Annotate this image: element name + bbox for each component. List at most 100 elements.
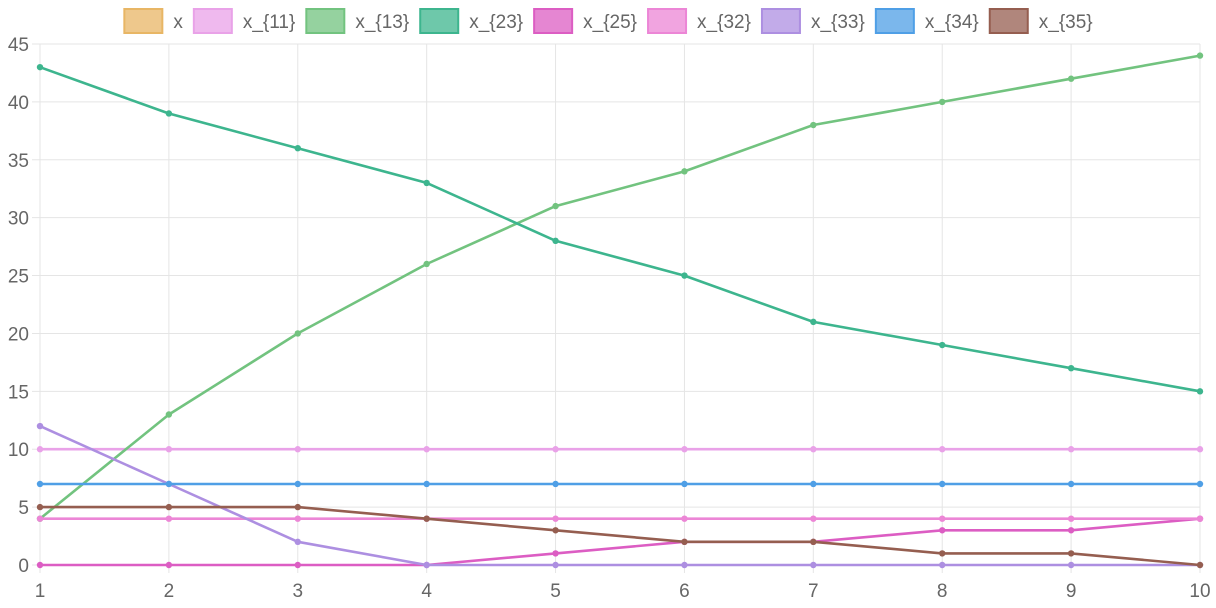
- x-tick-label: 6: [679, 581, 690, 602]
- data-point: [939, 550, 946, 557]
- data-point: [294, 145, 301, 152]
- legend-label: x_{33}: [811, 12, 865, 33]
- data-point: [1196, 52, 1204, 59]
- series-line: [40, 517, 1201, 567]
- legend-label: x_{25}: [583, 12, 637, 33]
- data-point: [36, 561, 44, 569]
- data-point: [1067, 480, 1075, 488]
- legend-label: x_{23}: [469, 12, 523, 33]
- legend-item: x_{34}: [874, 8, 979, 34]
- y-tick-label: 25: [8, 267, 29, 288]
- legend-item: x_{13}: [305, 8, 409, 34]
- data-point: [294, 561, 301, 569]
- data-point: [939, 480, 946, 488]
- data-point: [810, 446, 817, 453]
- series: [36, 52, 1204, 522]
- legend-item: x_{32}: [647, 8, 751, 34]
- series: [36, 480, 1204, 488]
- data-point: [1196, 446, 1204, 453]
- y-tick-label: 5: [18, 498, 29, 519]
- data-point: [552, 237, 559, 245]
- data-point: [165, 561, 173, 569]
- legend-item: x_{23}: [419, 8, 523, 34]
- legend-label: x: [173, 12, 183, 33]
- data-point: [939, 515, 946, 522]
- x-tick-label: 1: [35, 581, 46, 602]
- y-tick-label: 15: [8, 382, 29, 403]
- legend-label: x_{32}: [697, 12, 751, 33]
- series-line: [39, 65, 1201, 393]
- x-tick-label: 3: [292, 581, 303, 602]
- x-tick-label: 10: [1189, 581, 1210, 602]
- y-tick-label: 0: [18, 556, 29, 577]
- data-point: [1196, 388, 1204, 395]
- data-point: [165, 411, 173, 418]
- data-point: [36, 480, 44, 488]
- data-point: [810, 515, 817, 522]
- data-point: [423, 446, 430, 453]
- data-point: [1067, 515, 1075, 522]
- legend-label: x_{13}: [355, 12, 409, 33]
- data-point: [294, 330, 301, 337]
- data-point: [552, 527, 559, 534]
- data-point: [939, 341, 946, 349]
- data-point: [294, 538, 301, 546]
- legend-swatch: [647, 8, 688, 34]
- data-point: [165, 446, 173, 453]
- data-point: [939, 561, 946, 569]
- legend-item: x: [123, 8, 183, 34]
- data-point: [1196, 515, 1204, 522]
- data-point: [681, 168, 688, 175]
- data-point: [1067, 446, 1075, 453]
- series-line: [39, 424, 1200, 567]
- x-tick-label: 7: [808, 581, 819, 602]
- legend: x x_{11} x_{13} x_{23} x_{25} x_{32} x_{33} x_{…: [123, 8, 1093, 34]
- data-point: [681, 272, 688, 279]
- data-point: [681, 538, 688, 546]
- data-point: [810, 561, 817, 569]
- data-point: [36, 422, 44, 430]
- series: [36, 515, 1204, 569]
- data-point: [552, 480, 559, 488]
- y-tick-label: 40: [8, 93, 29, 114]
- series: [36, 503, 1204, 569]
- x-tick-label: 5: [550, 581, 561, 602]
- data-point: [939, 527, 946, 534]
- data-point: [165, 515, 173, 522]
- data-point: [681, 480, 688, 488]
- legend-item: x_{11}: [192, 8, 295, 34]
- series: [36, 446, 1204, 453]
- data-point: [294, 515, 301, 522]
- data-point: [552, 515, 559, 522]
- data-point: [294, 446, 301, 453]
- legend-swatch: [874, 8, 915, 34]
- data-point: [552, 550, 559, 557]
- series: [36, 515, 1204, 522]
- legend-swatch: [533, 8, 574, 34]
- x-tick-label: 2: [164, 581, 175, 602]
- series-line: [40, 505, 1201, 567]
- data-point: [552, 446, 559, 453]
- data-point: [165, 480, 173, 488]
- legend-label: x_{34}: [925, 12, 979, 33]
- data-point: [423, 515, 430, 522]
- data-point: [294, 503, 301, 511]
- legend-swatch: [419, 8, 460, 34]
- legend-item: x_{35}: [988, 8, 1093, 34]
- y-tick-label: 45: [8, 35, 29, 56]
- data-point: [294, 480, 301, 488]
- data-point: [36, 515, 44, 522]
- x-tick-label: 8: [937, 581, 948, 602]
- x-tick-label: 9: [1066, 581, 1077, 602]
- data-point: [810, 538, 817, 546]
- legend-item: x_{33}: [760, 8, 865, 34]
- legend-swatch: [305, 8, 346, 34]
- data-point: [681, 561, 688, 569]
- series-lines: [36, 52, 1204, 569]
- data-point: [552, 561, 559, 569]
- data-point: [165, 110, 173, 117]
- data-point: [552, 202, 559, 210]
- data-point: [423, 179, 430, 187]
- data-point: [939, 98, 946, 106]
